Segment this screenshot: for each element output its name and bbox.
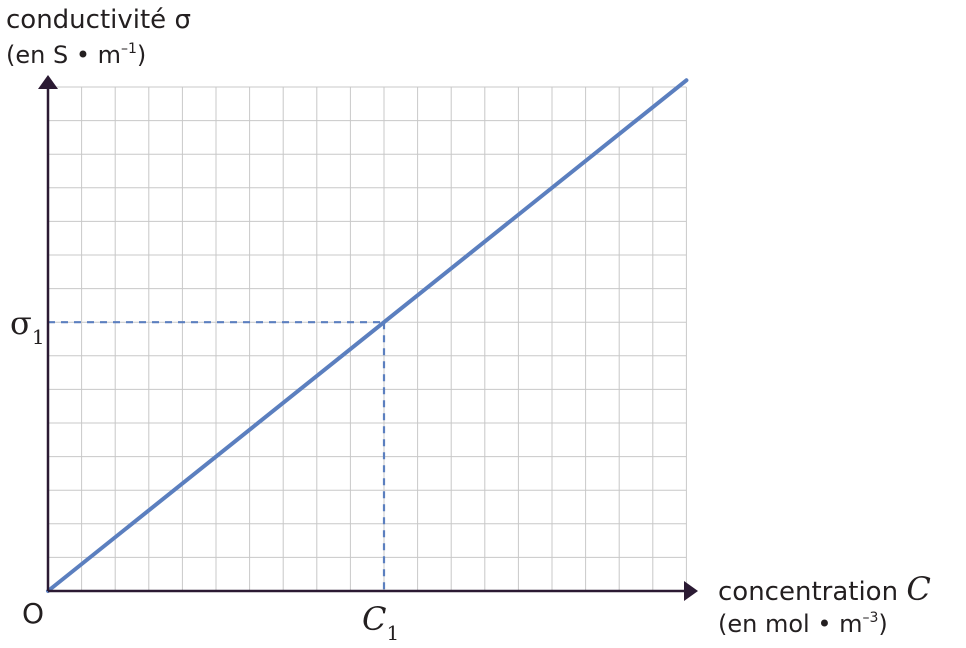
y-axis-unit: (en S • m–1) <box>6 41 146 69</box>
y-axis-label: conductivité σ <box>6 5 191 35</box>
x-marker-label: C1 <box>362 600 399 645</box>
x-axis-unit-prefix: (en mol • m <box>718 610 863 638</box>
x-axis-unit: (en mol • m–3) <box>718 610 888 638</box>
x-axis-label-text: concentration <box>718 577 906 607</box>
x-axis-label: concentration C <box>718 570 931 608</box>
grid <box>48 86 687 591</box>
series-line <box>46 78 689 593</box>
x-axis-arrow <box>684 581 698 601</box>
y-marker-symbol: σ <box>10 304 32 342</box>
y-marker-subscript: 1 <box>32 325 45 349</box>
y-marker-label: σ1 <box>10 304 45 349</box>
x-axis-unit-suffix: ) <box>878 610 887 638</box>
y-axis-arrow <box>38 75 58 89</box>
x-marker-symbol: C <box>362 600 386 638</box>
x-marker-subscript: 1 <box>386 621 399 645</box>
y-axis-unit-suffix: ) <box>137 41 146 69</box>
guide-lines <box>48 321 386 591</box>
y-axis-unit-prefix: (en S • m <box>6 41 121 69</box>
axes <box>38 75 698 601</box>
origin-label: O <box>22 597 44 630</box>
series-group <box>46 78 689 593</box>
x-axis-label-variable: C <box>906 570 930 608</box>
y-axis-unit-exponent: –1 <box>121 41 137 57</box>
x-axis-unit-exponent: –3 <box>863 610 879 626</box>
